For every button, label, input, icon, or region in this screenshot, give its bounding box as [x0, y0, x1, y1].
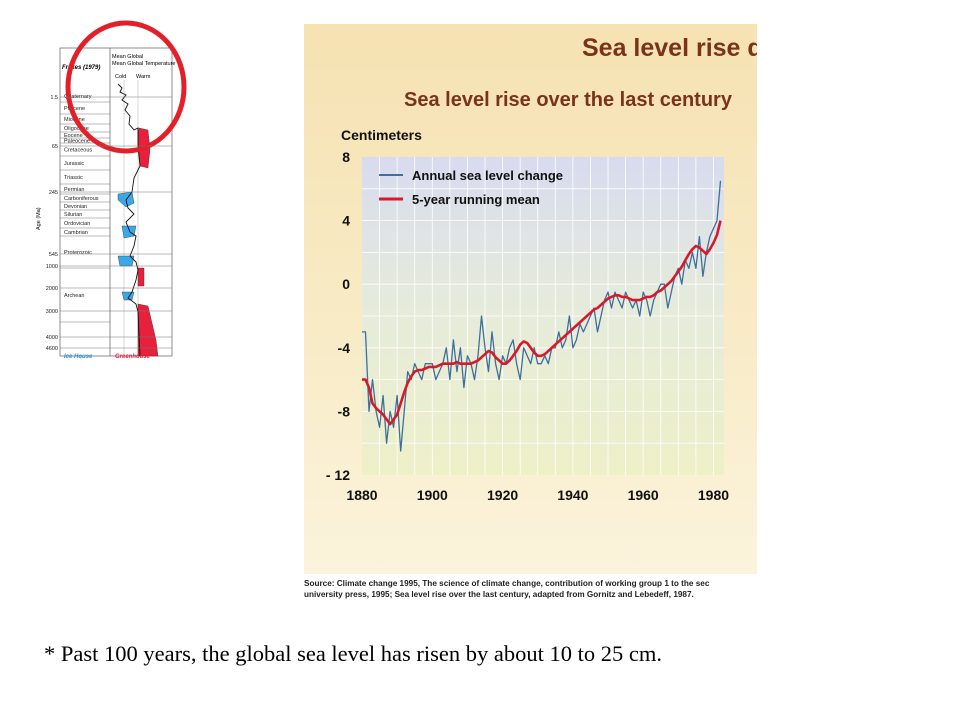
warm-label: Warm	[136, 74, 151, 80]
y-tick-label: 8	[342, 149, 350, 165]
period-label: Cretaceous	[64, 148, 92, 154]
source-line-2: university press, 1995; Sea level rise o…	[304, 589, 694, 599]
period-label: Cambrian	[64, 230, 88, 236]
period-label: Jurassic	[64, 161, 84, 167]
period-label: Eocene	[64, 133, 83, 139]
period-label: Proterozoic	[64, 250, 92, 256]
age-label: 1000	[46, 264, 58, 270]
x-tick-label: 1880	[346, 487, 377, 503]
x-tick-labels: 1880 1900 1920 1940 1960 1980	[346, 487, 729, 503]
y-axis-unit-label: Centimeters	[341, 127, 422, 143]
geo-axis-label: Age (Ma)	[36, 207, 42, 230]
geologic-temperature-chart: QuaternaryPlioceneMioceneOligoceneEocene…	[36, 20, 187, 360]
greenhouse-label: Greenhouse	[115, 354, 151, 360]
icehouse-band	[121, 291, 135, 301]
age-label: 2000	[46, 286, 58, 292]
period-label: Ordovician	[64, 221, 90, 227]
x-tick-label: 1980	[698, 487, 729, 503]
age-label: 65	[52, 144, 58, 150]
x-tick-label: 1960	[628, 487, 659, 503]
age-label: 245	[49, 190, 58, 196]
temperature-line	[117, 83, 141, 357]
icehouse-label: Ice House	[64, 354, 93, 360]
age-label: 4600	[46, 346, 58, 352]
geo-source-label: Frakes (1979)	[62, 65, 100, 71]
y-tick-label: - 12	[326, 467, 350, 483]
legend-label: Annual sea level change	[412, 168, 563, 183]
age-label: 545	[49, 252, 58, 258]
period-label: Paleocene	[64, 139, 90, 145]
sea-level-chart: 8 4 0 -4 -8 - 12 1880 1900 1920 1940 1960 1980 Ann…	[326, 149, 729, 503]
legend: Annual sea level change 5-year running me…	[379, 168, 563, 207]
source-citation: Source: Climate change 1995, The science…	[304, 579, 774, 607]
age-label: 1.5	[50, 95, 58, 101]
series-lines	[362, 180, 722, 452]
source-line-1: Source: Climate change 1995, The science…	[304, 579, 710, 588]
x-tick-label: 1900	[417, 487, 448, 503]
period-label: Devonian	[64, 204, 87, 210]
greenhouse-band	[137, 267, 145, 287]
cold-label: Cold	[115, 74, 126, 80]
chart-title: Sea level rise over the last century	[404, 89, 732, 111]
geo-header-line1: Mean Global	[112, 54, 143, 60]
period-label: Triassic	[64, 175, 83, 181]
y-tick-label: -8	[338, 403, 351, 419]
period-label: Silurian	[64, 212, 82, 218]
y-tick-label: 0	[342, 276, 350, 292]
y-tick-label: 4	[342, 213, 350, 229]
legend-label: 5-year running mean	[412, 192, 540, 207]
period-label: Oligocene	[64, 126, 89, 132]
period-label: Carboniferous	[64, 196, 99, 202]
caption-text: * Past 100 years, the global sea level h…	[44, 641, 662, 666]
annual-series-line	[362, 180, 722, 452]
panel-title: Sea level rise due	[582, 34, 757, 62]
x-tick-label: 1920	[487, 487, 518, 503]
period-label: Pliocene	[64, 106, 85, 112]
highlight-circle	[65, 20, 187, 154]
age-label: 3000	[46, 309, 58, 315]
y-tick-labels: 8 4 0 -4 -8 - 12	[326, 149, 350, 483]
age-label: 4000	[46, 335, 58, 341]
period-label: Permian	[64, 187, 84, 193]
icehouse-band	[121, 225, 137, 239]
sea-level-panel: Sea level rise due Sea level rise over t…	[304, 24, 757, 574]
y-tick-label: -4	[338, 340, 351, 356]
period-label: Archean	[64, 293, 85, 299]
geo-header: Mean Global Temperature	[112, 61, 176, 67]
x-tick-label: 1940	[557, 487, 588, 503]
running-mean-line	[362, 220, 722, 426]
